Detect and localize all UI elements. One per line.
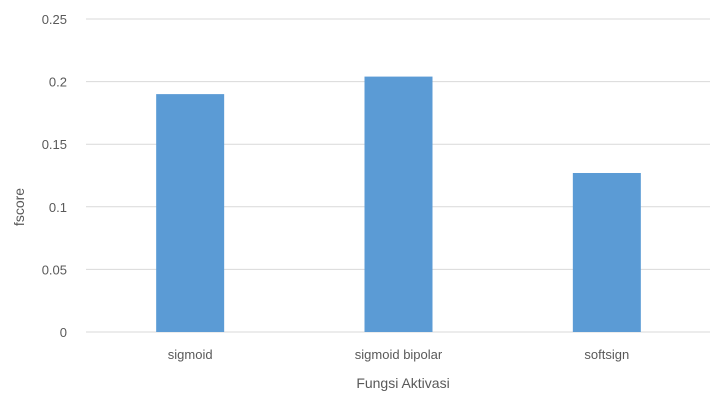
bars bbox=[156, 76, 641, 333]
y-tick-label: 0.25 bbox=[42, 12, 67, 27]
y-tick-label: 0.15 bbox=[42, 137, 67, 152]
y-axis-title: fscore bbox=[11, 188, 27, 226]
y-axis-ticks: 0 0.05 0.1 0.15 0.2 0.25 bbox=[42, 12, 67, 340]
x-axis-ticks: sigmoid sigmoid bipolar softsign bbox=[168, 347, 629, 362]
y-tick-label: 0.2 bbox=[49, 75, 67, 90]
x-tick-label: sigmoid bipolar bbox=[355, 347, 443, 362]
bar-sigmoid-bipolar bbox=[364, 76, 433, 332]
bar-sigmoid bbox=[156, 94, 225, 333]
x-tick-label: sigmoid bbox=[168, 347, 213, 362]
bar-softsign bbox=[572, 172, 641, 332]
y-tick-label: 0.1 bbox=[49, 200, 67, 215]
x-axis-title: Fungsi Aktivasi bbox=[356, 375, 449, 391]
x-tick-label: softsign bbox=[584, 347, 629, 362]
y-tick-label: 0.05 bbox=[42, 262, 67, 277]
y-tick-label: 0 bbox=[60, 325, 67, 340]
